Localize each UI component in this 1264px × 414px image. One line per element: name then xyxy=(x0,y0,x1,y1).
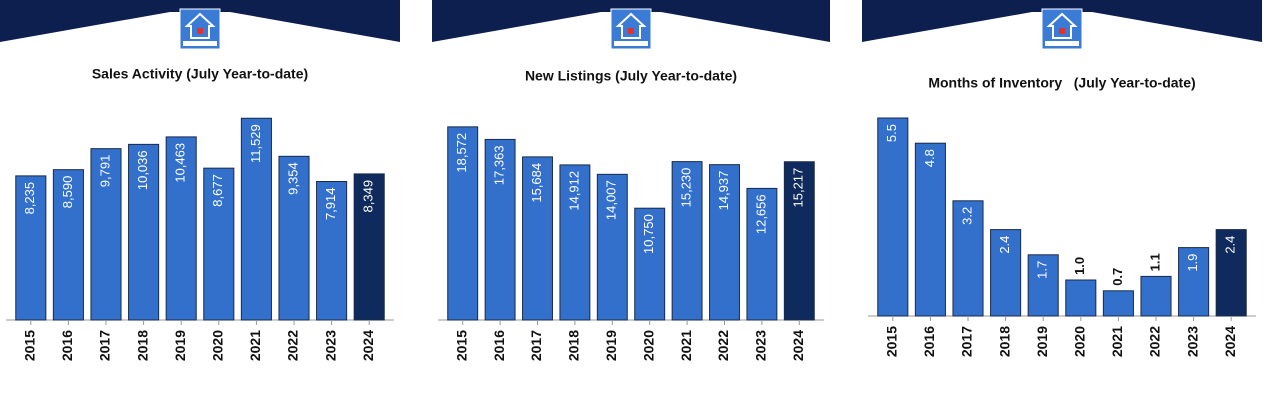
category-label: 2016 xyxy=(921,326,937,357)
chart-title: Months of Inventory (July Year-to-date) xyxy=(928,75,1195,91)
value-label: 14,912 xyxy=(566,171,581,211)
bar xyxy=(316,181,348,321)
value-label: 1.0 xyxy=(1072,257,1087,275)
category-label: 2018 xyxy=(996,326,1012,357)
category-label: 2019 xyxy=(603,330,619,361)
value-label: 9,791 xyxy=(97,155,112,188)
logo-strip xyxy=(614,41,648,46)
category-label: 2021 xyxy=(1109,326,1125,357)
value-label: 0.7 xyxy=(1110,268,1125,286)
bar xyxy=(1027,254,1059,317)
value-label: 2.4 xyxy=(1223,236,1238,254)
bar xyxy=(1140,275,1172,317)
chart-title: Sales Activity (July Year-to-date) xyxy=(92,66,308,82)
value-label: 11,529 xyxy=(248,124,263,163)
category-label: 2022 xyxy=(285,330,301,361)
logo-strip xyxy=(1045,41,1079,46)
logo-house xyxy=(184,12,216,39)
bar xyxy=(746,187,778,321)
bar xyxy=(447,126,479,321)
category-label: 2017 xyxy=(959,326,975,357)
value-label: 10,036 xyxy=(135,150,150,190)
category-label: 2024 xyxy=(1222,326,1238,357)
category-label: 2019 xyxy=(172,330,188,361)
value-label: 5.5 xyxy=(884,124,899,142)
value-label: 2.4 xyxy=(997,236,1012,254)
chart-title: New Listings (July Year-to-date) xyxy=(525,68,737,84)
bar xyxy=(634,207,666,321)
value-label: 17,363 xyxy=(492,145,507,185)
bar xyxy=(990,229,1022,317)
bar xyxy=(278,155,310,321)
category-label: 2024 xyxy=(360,330,376,361)
bar xyxy=(522,156,553,321)
category-label: 2019 xyxy=(1034,326,1050,357)
bar xyxy=(1065,279,1097,317)
value-label: 12,656 xyxy=(753,194,768,234)
value-label: 10,463 xyxy=(173,143,188,183)
logo-strip xyxy=(183,41,217,46)
value-label: 8,590 xyxy=(60,176,75,209)
value-label: 8,235 xyxy=(22,182,37,215)
value-label: 18,572 xyxy=(454,133,469,173)
category-label: 2017 xyxy=(97,330,113,361)
bar xyxy=(914,142,946,317)
value-label: 3.2 xyxy=(959,207,974,225)
value-label: 10,750 xyxy=(641,214,656,254)
category-label: 2015 xyxy=(22,330,38,361)
value-label: 1.9 xyxy=(1185,254,1200,272)
category-label: 2016 xyxy=(59,330,75,361)
logo-house xyxy=(1046,12,1078,39)
chart-panel: Months of Inventory (July Year-to-date) 5… xyxy=(862,0,1262,357)
value-label: 7,914 xyxy=(323,188,338,221)
logo-house xyxy=(615,12,647,39)
bar xyxy=(240,117,272,321)
value-label: 14,937 xyxy=(716,171,731,211)
bar xyxy=(1102,290,1134,317)
category-label: 2022 xyxy=(715,330,731,361)
bar xyxy=(128,143,160,321)
category-label: 2022 xyxy=(1147,326,1163,357)
category-label: 2017 xyxy=(528,330,544,361)
category-label: 2020 xyxy=(210,330,226,361)
category-label: 2023 xyxy=(753,330,769,361)
category-label: 2018 xyxy=(134,330,150,361)
value-label: 15,230 xyxy=(679,168,694,208)
category-label: 2021 xyxy=(247,330,263,361)
value-label: 14,007 xyxy=(604,180,619,220)
value-label: 4.8 xyxy=(922,149,937,167)
category-label: 2023 xyxy=(322,330,338,361)
logo-leaf xyxy=(197,28,203,34)
value-label: 15,217 xyxy=(791,168,806,208)
category-label: 2023 xyxy=(1184,326,1200,357)
chart-panel: Sales Activity (July Year-to-date) 8,235 2… xyxy=(0,0,400,361)
value-label: 8,349 xyxy=(361,180,376,213)
category-label: 2016 xyxy=(491,330,507,361)
category-label: 2015 xyxy=(453,330,469,361)
bar xyxy=(1178,247,1210,317)
bar xyxy=(877,117,909,317)
bar xyxy=(596,173,628,321)
bar xyxy=(671,161,703,321)
value-label: 1.7 xyxy=(1035,261,1050,279)
category-label: 2024 xyxy=(790,330,806,361)
category-label: 2015 xyxy=(884,326,900,357)
bar xyxy=(353,173,385,321)
category-label: 2018 xyxy=(566,330,582,361)
category-label: 2020 xyxy=(1072,326,1088,357)
header-banner xyxy=(432,0,830,42)
value-label: 1.1 xyxy=(1147,253,1162,271)
value-label: 8,677 xyxy=(210,174,225,207)
header-banner xyxy=(0,0,400,42)
category-label: 2020 xyxy=(640,330,656,361)
chart-panel: New Listings (July Year-to-date) 18,572 20… xyxy=(432,0,830,361)
header-banner xyxy=(862,0,1262,42)
category-label: 2021 xyxy=(678,330,694,361)
logo-leaf xyxy=(1059,28,1065,34)
value-label: 15,684 xyxy=(529,163,544,203)
bar xyxy=(165,136,197,321)
logo-leaf xyxy=(628,28,634,34)
value-label: 9,354 xyxy=(285,162,300,195)
